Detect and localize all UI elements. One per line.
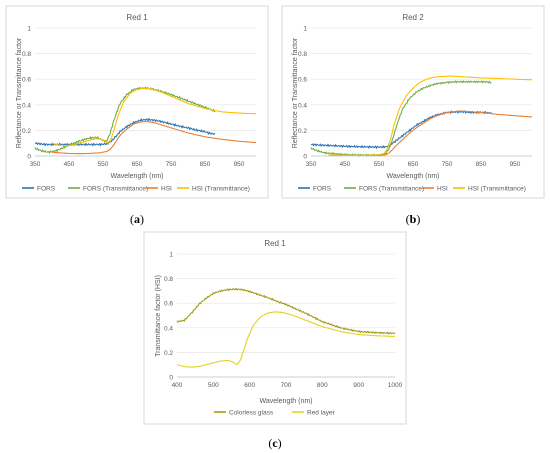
x-tick-label: 700: [281, 382, 292, 389]
x-tick-label: 350: [306, 161, 317, 168]
legend-label: Colorless glass: [229, 410, 274, 417]
y-tick-label: 0: [303, 154, 307, 161]
x-tick-label: 600: [244, 382, 255, 389]
y-tick-label: 0.6: [22, 77, 31, 84]
chart-a-plot: 0 0.2 0.4 0.6 0.8 1 350 450 550 650 750 850 950: [22, 26, 257, 168]
chart-a: Red 1 0 0.2 0.4 0.6 0.8 1 350 450 550 650 750 850 95…: [5, 5, 269, 199]
series-line-c-2: [176, 311, 395, 368]
chart-c-ylabel: Transmittance factor (HSI): [155, 275, 162, 357]
chart-b-ylabel: Reflectance or Transmittance factor: [292, 37, 299, 148]
legend-label: HSI (Transmittance): [468, 186, 526, 193]
y-tick-label: 0.6: [164, 301, 173, 308]
chart-a-ylabel: Reflectance or Transmittance factor: [16, 37, 23, 148]
chart-a-title: Red 1: [126, 13, 148, 22]
x-tick-label: 750: [166, 161, 177, 168]
chart-b-legend: FORS FORS (Transmittance) HSI HSI (Transmit…: [298, 186, 526, 193]
chart-b-plot: 0 0.2 0.4 0.6 0.8 1 350 450 550 650 750 850 950: [298, 26, 533, 168]
x-tick-label: 650: [408, 161, 419, 168]
series-line-c-1: [176, 287, 396, 335]
x-tick-label: 800: [317, 382, 328, 389]
x-tick-label: 900: [353, 382, 364, 389]
panel-letter-a: a: [134, 212, 140, 226]
panel-label-c: (c): [268, 436, 281, 450]
y-tick-label: 0.8: [22, 51, 31, 58]
x-tick-label: 950: [234, 161, 245, 168]
chart-b: Red 2 0 0.2 0.4 0.6 0.8 1 350 450 550 650 750 850 95…: [281, 5, 545, 199]
x-tick-label: 550: [98, 161, 109, 168]
series-line-a-1: [34, 118, 216, 147]
chart-c-xlabel: Wavelength (nm): [259, 398, 312, 405]
x-tick-label: 450: [64, 161, 75, 168]
y-tick-label: 0: [27, 154, 31, 161]
y-tick-label: 0.8: [164, 276, 173, 283]
y-tick-label: 0.6: [298, 77, 307, 84]
series-line-b-4: [328, 75, 532, 156]
x-tick-label: 500: [208, 382, 219, 389]
y-tick-label: 0.4: [22, 102, 31, 109]
chart-c: Red 1 0 0.2 0.4 0.6 0.8 1 400 500 600 700 800 900 10…: [143, 231, 407, 425]
legend-label: HSI: [161, 186, 172, 193]
legend-label: FORS (Transmittance): [359, 186, 424, 193]
x-tick-label: 350: [30, 161, 41, 168]
chart-a-legend: FORS FORS (Transmittance) HSI HSI (Transmit…: [22, 186, 250, 193]
panel-letter-c: c: [272, 436, 278, 450]
y-tick-label: 0: [169, 375, 173, 382]
y-tick-label: 0.4: [298, 102, 307, 109]
series-line-b-1: [310, 110, 492, 149]
x-tick-label: 650: [132, 161, 143, 168]
chart-c-plot: 0 0.2 0.4 0.6 0.8 1 400 500 600 700 800 900 1000: [164, 252, 403, 390]
y-tick-label: 0.2: [298, 128, 307, 135]
y-tick-label: 0.2: [164, 350, 173, 357]
y-tick-label: 1: [27, 26, 31, 33]
legend-label: FORS: [37, 186, 56, 193]
panel-label-a: (a): [130, 212, 144, 226]
y-tick-label: 0.2: [22, 128, 31, 135]
series-line-a-2: [34, 86, 216, 154]
x-tick-label: 550: [374, 161, 385, 168]
x-tick-label: 1000: [388, 382, 403, 389]
chart-b-xlabel: Wavelength (nm): [386, 173, 439, 180]
chart-c-title: Red 1: [264, 239, 286, 248]
legend-label: HSI: [437, 186, 448, 193]
x-tick-label: 950: [510, 161, 521, 168]
y-tick-label: 0.4: [164, 325, 173, 332]
x-tick-label: 750: [442, 161, 453, 168]
chart-a-frame: [5, 5, 269, 199]
legend-label: HSI (Transmittance): [192, 186, 250, 193]
x-tick-label: 400: [172, 382, 183, 389]
chart-b-title: Red 2: [402, 13, 424, 22]
y-tick-label: 1: [303, 26, 307, 33]
panel-label-b: (b): [406, 212, 421, 226]
x-tick-label: 450: [340, 161, 351, 168]
y-tick-label: 1: [169, 252, 173, 259]
chart-a-xlabel: Wavelength (nm): [110, 173, 163, 180]
panel-letter-b: b: [410, 212, 417, 226]
x-tick-label: 850: [200, 161, 211, 168]
legend-label: FORS: [313, 186, 332, 193]
legend-label: FORS (Transmittance): [83, 186, 148, 193]
series-line-a-3: [52, 120, 257, 155]
chart-c-legend: Colorless glass Red layer: [214, 410, 336, 417]
series-line-a-4: [51, 87, 257, 147]
chart-b-frame: [281, 5, 545, 199]
legend-label: Red layer: [307, 410, 336, 417]
y-tick-label: 0.8: [298, 51, 307, 58]
x-tick-label: 850: [476, 161, 487, 168]
